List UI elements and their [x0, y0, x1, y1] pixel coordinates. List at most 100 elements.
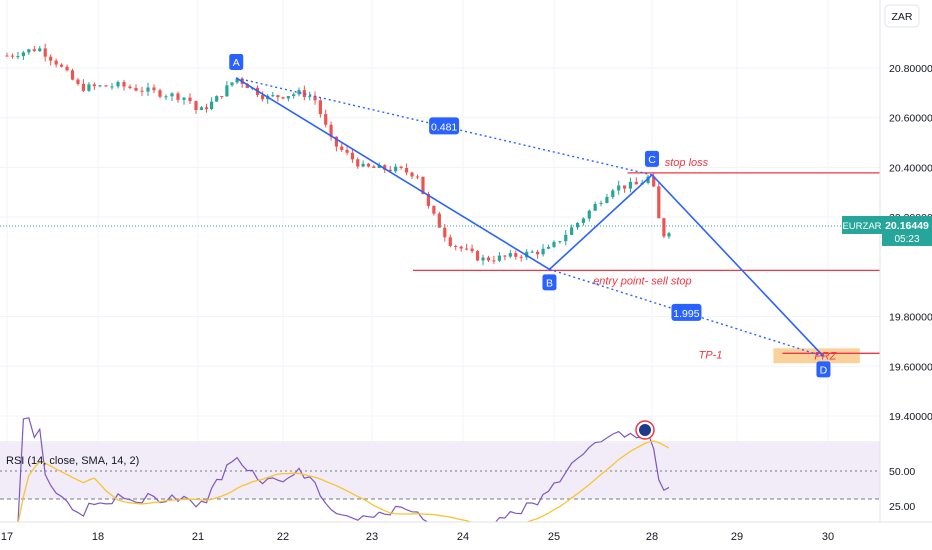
candle-body — [54, 60, 58, 65]
pattern-point-label: B — [546, 277, 553, 289]
time-tick-label: 23 — [366, 531, 378, 543]
candle-body — [286, 96, 290, 99]
candle-body — [70, 70, 75, 80]
candle-body — [611, 190, 615, 197]
rsi-pane: RSI (14, close, SMA, 14, 2) — [0, 417, 880, 525]
time-tick-label: 22 — [277, 531, 289, 543]
candle-body — [340, 146, 344, 150]
candle-body — [652, 176, 656, 187]
level-label: stop loss — [665, 157, 709, 169]
candle-body — [634, 181, 638, 185]
candle-body — [415, 176, 420, 178]
candle-body — [432, 205, 436, 214]
symbol-tag — [842, 215, 882, 234]
candle-body — [43, 48, 47, 57]
candle-body — [399, 166, 403, 168]
candle-body — [388, 169, 392, 172]
candle-body — [366, 163, 371, 167]
candle-body — [81, 83, 86, 91]
candle-body — [508, 253, 512, 257]
time-tick-label: 17 — [1, 531, 13, 543]
candle-body — [176, 93, 180, 100]
candle-body — [308, 96, 312, 98]
candle-body — [334, 136, 338, 147]
candle-body — [215, 96, 219, 102]
candle-body — [426, 194, 431, 206]
candle-body — [329, 124, 333, 137]
candle-body — [514, 253, 518, 257]
candle-body — [605, 196, 609, 203]
candlesticks — [0, 43, 880, 266]
candle-body — [122, 82, 126, 87]
candle-body — [657, 186, 661, 219]
candle-body — [182, 97, 186, 100]
pattern-point-tag — [645, 150, 659, 167]
candle-body — [98, 85, 102, 87]
time-tick-label: 21 — [192, 531, 204, 543]
candle-body — [448, 237, 452, 247]
prz-box — [773, 348, 860, 364]
ratio-ac-tag — [429, 117, 460, 135]
candle-body — [410, 172, 414, 177]
candle-body — [541, 248, 545, 255]
candle-body — [377, 165, 381, 168]
pattern-point-tag — [816, 361, 831, 378]
candle-body — [497, 255, 501, 261]
candle-body — [575, 222, 580, 228]
time-tick-label: 18 — [92, 531, 104, 543]
candle-body — [622, 185, 627, 189]
candle-body — [92, 84, 96, 87]
candle-body — [87, 84, 91, 91]
time-tick-label: 29 — [731, 531, 743, 543]
candle-body — [361, 163, 365, 167]
candle-body — [587, 210, 591, 219]
candle-body — [318, 100, 322, 115]
candle-body — [552, 241, 556, 247]
candle-body — [276, 95, 280, 98]
candle-body — [628, 181, 633, 189]
candle-body — [292, 94, 296, 97]
candle-body — [443, 227, 447, 238]
candle-body — [5, 55, 9, 57]
pattern-point-tag — [229, 53, 244, 70]
candle-body — [49, 56, 53, 61]
candle-body — [581, 218, 585, 223]
candle-body — [617, 185, 621, 191]
time-tick-label: 30 — [822, 531, 834, 543]
candle-body — [21, 52, 25, 57]
ratio-bd-tag — [671, 303, 702, 321]
candle-body — [530, 251, 534, 253]
candle-body — [394, 166, 398, 172]
candle-body — [404, 167, 409, 173]
pattern-point-label: A — [233, 57, 240, 69]
candle-body — [76, 79, 80, 84]
candle-body — [27, 49, 31, 53]
candle-body — [128, 86, 132, 89]
candle-body — [503, 255, 507, 257]
candle-body — [465, 248, 469, 250]
currency-badge — [884, 4, 920, 28]
candle-body — [302, 90, 306, 98]
price-tick-label: 20.40000 — [889, 162, 932, 174]
currency-label: ZAR — [892, 11, 913, 23]
candle-body — [194, 101, 198, 110]
candle-body — [116, 82, 120, 87]
candle-body — [170, 93, 174, 97]
harmonic-pattern[interactable]: A B C D 0.481 1.995 — [229, 53, 831, 378]
candle-body — [350, 152, 355, 160]
candle-body — [230, 82, 234, 86]
time-axis-bg — [0, 522, 932, 550]
candle-body — [536, 251, 540, 255]
candle-body — [60, 64, 64, 67]
time-tick-label: 25 — [548, 531, 560, 543]
candle-body — [313, 96, 317, 101]
price-levels[interactable]: stop loss20.37806entry point- sell stop1… — [412, 157, 932, 362]
candle-body — [204, 107, 209, 110]
ratio-ac-label: 0.481 — [431, 121, 457, 133]
candle-body — [421, 176, 425, 195]
grid-lines — [0, 0, 880, 516]
symbol-label: EURZAR — [842, 221, 881, 232]
candle-body — [225, 85, 229, 97]
candle-body — [454, 246, 458, 248]
